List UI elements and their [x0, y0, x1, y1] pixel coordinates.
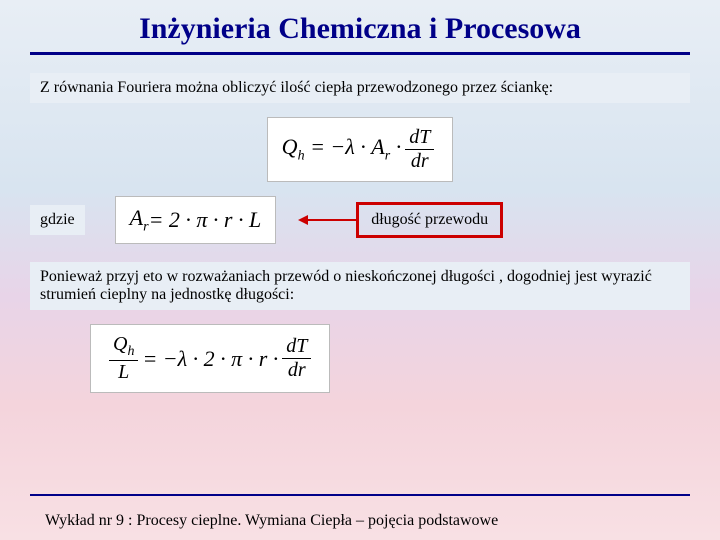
- eq3-frac: dT dr: [282, 335, 311, 382]
- divider-top: [30, 52, 690, 55]
- eq1-lhs: Qh: [282, 134, 305, 164]
- eq3-lhs-frac: Qh L: [109, 333, 138, 384]
- equation-3: Qh L = −λ · 2 · π · r · dT dr: [90, 324, 330, 393]
- equation-2: Ar = 2 · π · r · L: [115, 196, 277, 244]
- intro-text: Z równania Fouriera można obliczyć ilość…: [30, 73, 690, 103]
- eq1-rhs-pre: = −λ · Ar ·: [305, 134, 402, 164]
- eq1-frac: dT dr: [405, 126, 434, 173]
- page-title: Inżynieria Chemiczna i Procesowa: [0, 0, 720, 52]
- eq3-rhs-pre: = −λ · 2 · π · r ·: [142, 346, 278, 372]
- body-text-2: Ponieważ przyj eto w rozważaniach przewó…: [30, 262, 690, 310]
- gdzie-label: gdzie: [30, 205, 85, 235]
- eq2-rhs: = 2 · π · r · L: [149, 207, 262, 233]
- equation-1-row: Qh = −λ · Ar · dT dr: [30, 117, 690, 182]
- arrow-line: [306, 219, 356, 221]
- footer-text: Wykład nr 9 : Procesy cieplne. Wymiana C…: [45, 512, 498, 530]
- divider-bottom: [30, 494, 690, 496]
- eq2-lhs: Ar: [130, 205, 149, 235]
- arrow-head-icon: [298, 215, 308, 225]
- length-label-box: długość przewodu: [356, 202, 503, 238]
- arrow-wrap: długość przewodu: [306, 202, 503, 238]
- equation-1: Qh = −λ · Ar · dT dr: [267, 117, 454, 182]
- equation-3-row: Qh L = −λ · 2 · π · r · dT dr: [90, 324, 690, 393]
- gdzie-row: gdzie Ar = 2 · π · r · L długość przewod…: [30, 196, 690, 244]
